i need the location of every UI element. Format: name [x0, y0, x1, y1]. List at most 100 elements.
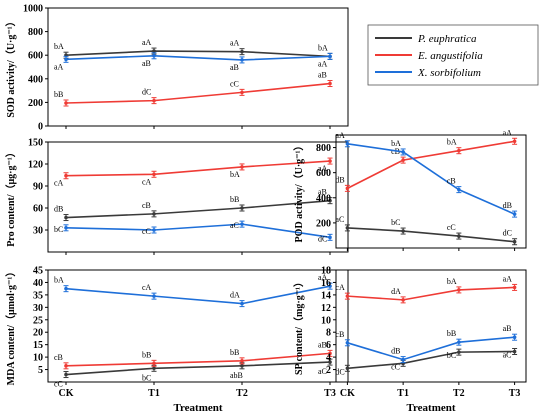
significance-label: aB: [142, 59, 151, 68]
data-point: [512, 239, 517, 244]
y-axis-title: SOD activity/（U·g⁻¹）: [4, 16, 17, 117]
y-tick-label: 800: [28, 27, 43, 38]
data-point: [345, 366, 350, 371]
y-tick-label: 400: [316, 193, 331, 204]
significance-label: bA: [54, 276, 64, 285]
significance-label: abB: [230, 371, 243, 380]
significance-label: aA: [503, 128, 513, 137]
data-point: [512, 139, 517, 144]
data-point: [328, 81, 332, 86]
data-point: [240, 206, 244, 210]
significance-label: dA: [391, 287, 401, 296]
y-tick-label: 15: [33, 340, 43, 351]
data-point: [328, 235, 332, 240]
significance-label: dB: [335, 175, 344, 184]
y-tick-label: 30: [33, 303, 43, 314]
data-point: [401, 229, 405, 233]
data-point: [240, 165, 244, 169]
series-line-1: [65, 352, 331, 367]
data-point: [64, 286, 68, 291]
data-point: [328, 351, 332, 356]
significance-label: cB: [447, 177, 456, 186]
significance-label: cB: [142, 201, 151, 210]
significance-label: aC: [335, 215, 344, 224]
legend-label-e-angustifolia: E. angustifolia: [417, 50, 483, 62]
x-tick-label: CK: [340, 388, 355, 399]
x-tick-label: CK: [59, 388, 74, 399]
data-point: [240, 58, 244, 62]
data-point: [345, 341, 350, 345]
significance-label: aA: [318, 273, 328, 282]
series-line-1: [347, 140, 515, 190]
data-point: [345, 141, 350, 146]
data-point: [328, 198, 332, 203]
significance-label: aA: [335, 131, 345, 140]
data-point: [152, 294, 156, 298]
data-point: [328, 54, 332, 59]
data-point: [328, 284, 332, 288]
plot-frame-sp: [335, 269, 527, 383]
data-point: [152, 361, 156, 366]
data-point: [64, 57, 68, 62]
significance-label: cC: [54, 380, 63, 389]
y-tick-label: 60: [33, 204, 43, 215]
data-point: [457, 350, 461, 354]
legend-label-x-sorbifolium: X. sorbifolium: [417, 67, 481, 79]
legend-label-p-euphratica: P. euphratica: [417, 33, 477, 45]
significance-label: aA: [318, 164, 328, 173]
y-tick-label: 10: [33, 353, 43, 364]
data-point: [457, 148, 461, 153]
data-point: [152, 49, 156, 53]
x-tick-label: T3: [509, 388, 521, 399]
significance-label: bC: [54, 225, 63, 234]
series-line-1: [65, 160, 331, 177]
y-tick-label: 0: [38, 122, 43, 133]
significance-label: dA: [230, 291, 240, 300]
data-point: [152, 228, 156, 232]
significance-label: cB: [54, 353, 63, 362]
data-point: [328, 159, 332, 163]
y-tick-label: 45: [33, 266, 43, 277]
data-point: [401, 150, 405, 154]
significance-label: cA: [54, 179, 64, 188]
legend: P. euphratica E. angustifolia X. sorbifo…: [367, 24, 539, 86]
y-tick-label: 5: [38, 365, 43, 376]
y-tick-label: 4: [326, 353, 331, 364]
series-line-0: [347, 350, 515, 370]
significance-label: aB: [318, 71, 327, 80]
significance-label: dC: [142, 88, 151, 97]
data-point: [240, 301, 244, 306]
data-point: [457, 288, 461, 292]
x-tick-label: T2: [453, 388, 465, 399]
significance-label: bC: [391, 218, 400, 227]
significance-label: bB: [54, 90, 63, 99]
data-point: [64, 215, 68, 220]
plot-frame-pod: [335, 134, 527, 249]
data-point: [64, 101, 68, 105]
y-tick-label: 600: [316, 168, 331, 179]
y-tick-label: 400: [28, 74, 43, 85]
y-tick-label: 600: [28, 51, 43, 62]
significance-label: aB: [318, 340, 327, 349]
x-tick-label: T1: [397, 388, 409, 399]
data-point: [152, 172, 156, 177]
series-line-0: [65, 50, 331, 58]
y-tick-label: 6: [326, 340, 331, 351]
data-point: [457, 234, 461, 238]
y-tick-label: 200: [28, 98, 43, 109]
data-point: [512, 349, 517, 354]
data-point: [152, 212, 156, 216]
series-line-0: [347, 227, 515, 243]
significance-label: dB: [54, 205, 63, 214]
x-tick-label: T3: [324, 388, 336, 399]
significance-label: aA: [142, 38, 152, 47]
y-tick-label: 1000: [23, 4, 43, 15]
data-point: [401, 158, 405, 162]
data-point: [457, 187, 461, 192]
significance-label: aA: [54, 62, 64, 71]
data-point: [152, 366, 156, 371]
chart-pro: 30 60 90 120 150 Pro content/（μg·g⁻¹） dB cB bB aB…: [4, 138, 349, 255]
significance-label: bA: [230, 170, 240, 179]
y-tick-label: 150: [28, 138, 43, 149]
